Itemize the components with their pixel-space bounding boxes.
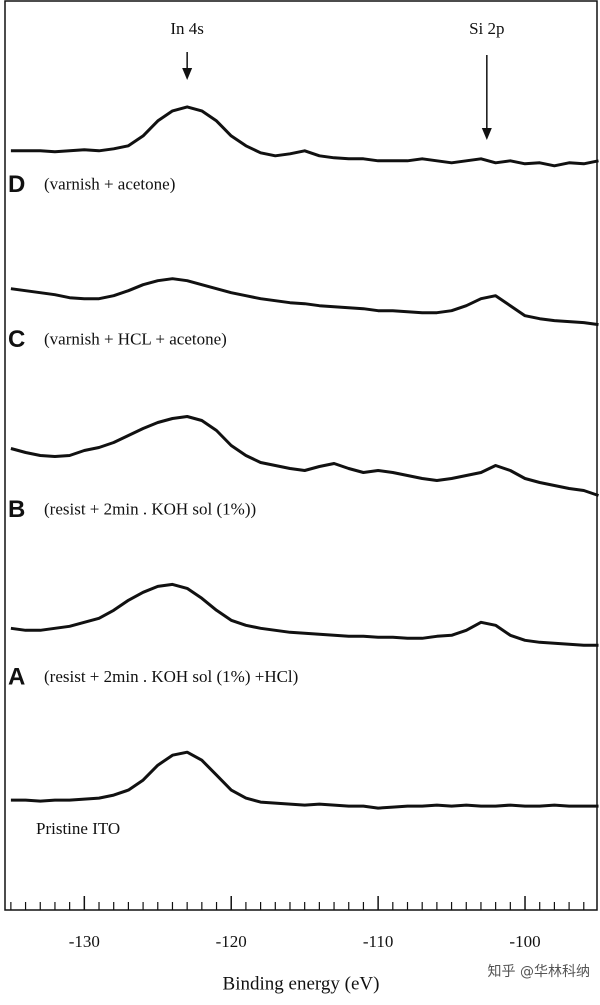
spectrum-line bbox=[10, 415, 599, 497]
series-letter: D bbox=[8, 171, 25, 198]
watermark: 知乎 @华林科纳 bbox=[488, 963, 590, 980]
annotation-label: In 4s bbox=[170, 19, 204, 38]
series-letter: A bbox=[8, 664, 25, 691]
spectrum-line bbox=[10, 582, 599, 647]
x-tick-label: -100 bbox=[509, 932, 540, 951]
annotation-label: Si 2p bbox=[469, 19, 504, 38]
plot-frame bbox=[4, 0, 598, 911]
annotation-arrowhead bbox=[182, 68, 193, 80]
x-tick-label: -130 bbox=[69, 932, 100, 951]
spectrum-line bbox=[10, 277, 599, 327]
spectrum-line bbox=[10, 750, 599, 810]
series-letter: B bbox=[8, 496, 25, 523]
x-tick-label: -110 bbox=[363, 932, 394, 951]
spectrum-line bbox=[10, 105, 599, 168]
series-description: (resist + 2min . KOH sol (1%)) bbox=[44, 499, 256, 518]
series-label: Pristine ITO bbox=[36, 819, 120, 838]
x-axis-title: Binding energy (eV) bbox=[223, 973, 380, 994]
series-description: (resist + 2min . KOH sol (1%) +HCl) bbox=[44, 667, 298, 686]
x-tick-label: -120 bbox=[216, 932, 247, 951]
series-description: (varnish + HCL + acetone) bbox=[44, 330, 227, 349]
annotation-arrowhead bbox=[481, 128, 492, 140]
series-letter: C bbox=[8, 326, 25, 353]
series-description: (varnish + acetone) bbox=[44, 175, 175, 194]
